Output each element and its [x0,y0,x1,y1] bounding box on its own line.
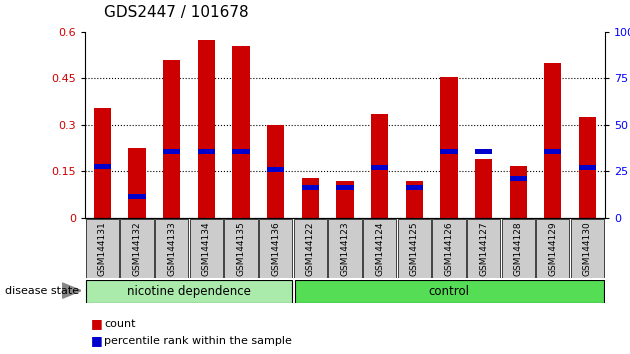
Bar [267,125,284,218]
Text: GDS2447 / 101678: GDS2447 / 101678 [104,5,249,20]
Text: GSM144133: GSM144133 [167,221,176,276]
Text: GSM144124: GSM144124 [375,222,384,276]
Bar [129,148,146,218]
Bar [198,149,215,154]
FancyBboxPatch shape [155,219,188,278]
Bar [510,176,527,181]
FancyBboxPatch shape [328,219,362,278]
Bar [129,194,146,199]
FancyBboxPatch shape [363,219,396,278]
FancyBboxPatch shape [501,219,535,278]
Bar [232,46,249,218]
Text: ■: ■ [91,334,103,347]
FancyBboxPatch shape [259,219,292,278]
FancyBboxPatch shape [294,219,327,278]
Bar [510,166,527,218]
FancyBboxPatch shape [224,219,258,278]
Bar [475,149,492,154]
Text: disease state: disease state [5,286,79,296]
Bar [198,40,215,218]
Bar [302,185,319,190]
Bar [579,165,596,170]
Bar [163,149,180,154]
Text: GSM144128: GSM144128 [513,221,523,276]
FancyBboxPatch shape [571,219,604,278]
FancyBboxPatch shape [190,219,223,278]
FancyBboxPatch shape [536,219,570,278]
Bar [440,77,457,218]
Bar [406,185,423,190]
FancyBboxPatch shape [432,219,466,278]
Bar [267,167,284,172]
Text: GSM144130: GSM144130 [583,221,592,276]
Bar [475,159,492,218]
Bar [232,149,249,154]
Text: control: control [428,285,469,298]
Bar [544,149,561,154]
Text: GSM144132: GSM144132 [132,221,142,276]
Bar [371,114,388,218]
FancyBboxPatch shape [295,280,604,303]
Text: GSM144127: GSM144127 [479,221,488,276]
Text: ■: ■ [91,318,103,330]
Text: GSM144122: GSM144122 [306,222,315,276]
Text: GSM144126: GSM144126 [444,221,454,276]
Polygon shape [62,283,81,298]
FancyBboxPatch shape [120,219,154,278]
FancyBboxPatch shape [86,280,292,303]
Bar [440,149,457,154]
Text: GSM144135: GSM144135 [236,221,246,276]
Text: percentile rank within the sample: percentile rank within the sample [104,336,292,346]
FancyBboxPatch shape [398,219,431,278]
Bar [406,181,423,218]
Bar [302,178,319,218]
Bar [94,108,111,218]
Bar [336,181,353,218]
Bar [336,185,353,190]
Bar [544,63,561,218]
Text: GSM144134: GSM144134 [202,221,211,276]
Text: count: count [104,319,135,329]
Bar [579,117,596,218]
Text: GSM144125: GSM144125 [410,221,419,276]
Text: GSM144129: GSM144129 [548,221,558,276]
Text: GSM144136: GSM144136 [271,221,280,276]
Bar [371,165,388,170]
Text: nicotine dependence: nicotine dependence [127,285,251,298]
FancyBboxPatch shape [467,219,500,278]
FancyBboxPatch shape [86,219,119,278]
Text: GSM144123: GSM144123 [340,221,350,276]
Bar [94,164,111,169]
Bar [163,60,180,218]
Text: GSM144131: GSM144131 [98,221,107,276]
